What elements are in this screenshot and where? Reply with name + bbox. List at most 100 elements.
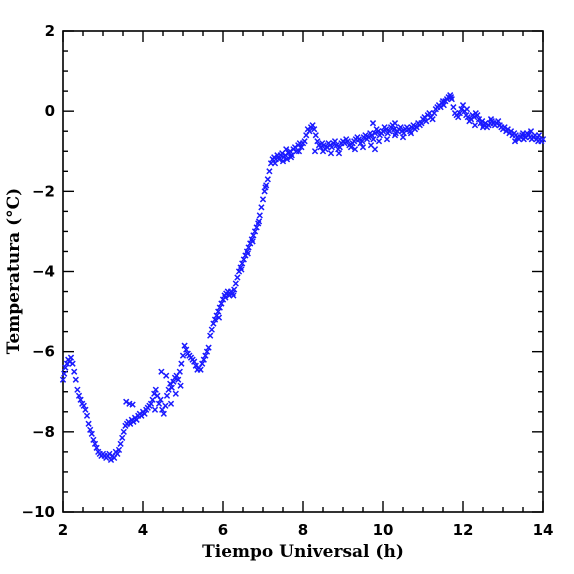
y-axis-title: Temperatura (°C) <box>4 188 24 354</box>
data-point <box>375 138 383 145</box>
data-point <box>151 390 158 397</box>
data-point <box>87 426 94 433</box>
data-point <box>355 136 363 143</box>
data-points <box>59 92 547 464</box>
data-point <box>314 138 321 145</box>
data-point <box>215 308 222 315</box>
data-point <box>205 344 212 351</box>
data-point <box>72 376 79 383</box>
data-point <box>117 440 124 447</box>
data-point <box>83 412 91 419</box>
data-point <box>127 420 134 427</box>
data-point <box>240 256 247 263</box>
data-point <box>410 122 417 129</box>
data-point <box>271 160 279 167</box>
y-tick-label: −4 <box>32 263 55 281</box>
data-point <box>77 396 84 403</box>
data-point <box>222 294 229 301</box>
data-point <box>114 450 121 458</box>
data-point <box>232 280 239 287</box>
axis-ticks <box>62 30 544 513</box>
data-point <box>165 386 172 393</box>
data-point <box>93 444 100 451</box>
data-point <box>181 342 188 349</box>
data-point <box>107 456 115 464</box>
data-point <box>464 114 471 121</box>
data-point <box>298 144 305 151</box>
data-point <box>371 146 379 153</box>
data-point <box>522 134 529 141</box>
data-point <box>158 368 165 375</box>
data-point <box>423 118 430 125</box>
data-point <box>368 132 375 139</box>
data-point <box>259 196 267 203</box>
data-point <box>123 398 130 405</box>
data-point <box>391 126 398 133</box>
x-tick-label: 12 <box>453 521 474 539</box>
y-tick-label: −2 <box>32 182 55 200</box>
data-point <box>362 132 369 139</box>
data-point <box>386 128 393 135</box>
data-point <box>407 130 415 137</box>
data-point <box>511 138 519 145</box>
data-point <box>371 130 379 137</box>
data-point <box>69 360 76 367</box>
data-point <box>218 300 225 307</box>
data-point <box>88 430 95 437</box>
data-point <box>119 434 126 441</box>
data-point <box>336 144 343 151</box>
data-point <box>115 446 123 454</box>
data-point <box>85 420 92 427</box>
data-point <box>239 260 246 267</box>
data-point <box>283 156 291 163</box>
data-point <box>208 326 215 333</box>
data-point <box>167 380 174 387</box>
data-point <box>149 396 156 403</box>
data-point <box>479 118 486 125</box>
data-point <box>210 320 217 327</box>
data-point <box>365 134 372 141</box>
data-point <box>535 132 543 139</box>
x-tick-label: 4 <box>138 521 148 539</box>
data-point <box>157 396 164 403</box>
data-point <box>397 124 404 131</box>
data-point <box>178 360 185 367</box>
data-point <box>391 132 399 139</box>
data-point <box>250 232 257 239</box>
x-tick-label: 6 <box>218 521 228 539</box>
y-tick-label: 0 <box>45 102 55 120</box>
data-point <box>163 392 171 399</box>
x-tick-label: 8 <box>298 521 308 539</box>
data-point <box>203 348 211 355</box>
data-point <box>175 376 182 383</box>
data-point <box>245 244 252 251</box>
data-point <box>519 130 527 137</box>
data-point <box>168 384 175 391</box>
data-point <box>216 304 223 311</box>
data-point <box>141 410 148 417</box>
data-point <box>75 392 83 399</box>
data-point <box>179 352 187 359</box>
data-point <box>456 110 463 117</box>
data-point <box>379 128 387 135</box>
data-point <box>301 138 308 145</box>
data-point <box>455 114 462 121</box>
data-point <box>475 116 483 123</box>
data-point <box>133 416 140 423</box>
data-point <box>152 386 159 393</box>
data-point <box>479 124 487 131</box>
data-point <box>138 412 145 419</box>
data-point <box>62 364 69 371</box>
y-tick-label: −8 <box>32 423 55 441</box>
data-point <box>130 418 137 425</box>
data-point <box>501 124 508 131</box>
data-point <box>351 146 359 153</box>
data-point <box>59 376 67 383</box>
data-point <box>333 142 340 149</box>
data-point <box>450 104 457 111</box>
data-point <box>61 370 68 377</box>
data-point <box>238 266 245 273</box>
data-point <box>231 286 238 293</box>
data-point <box>369 120 377 127</box>
data-point <box>311 148 319 155</box>
